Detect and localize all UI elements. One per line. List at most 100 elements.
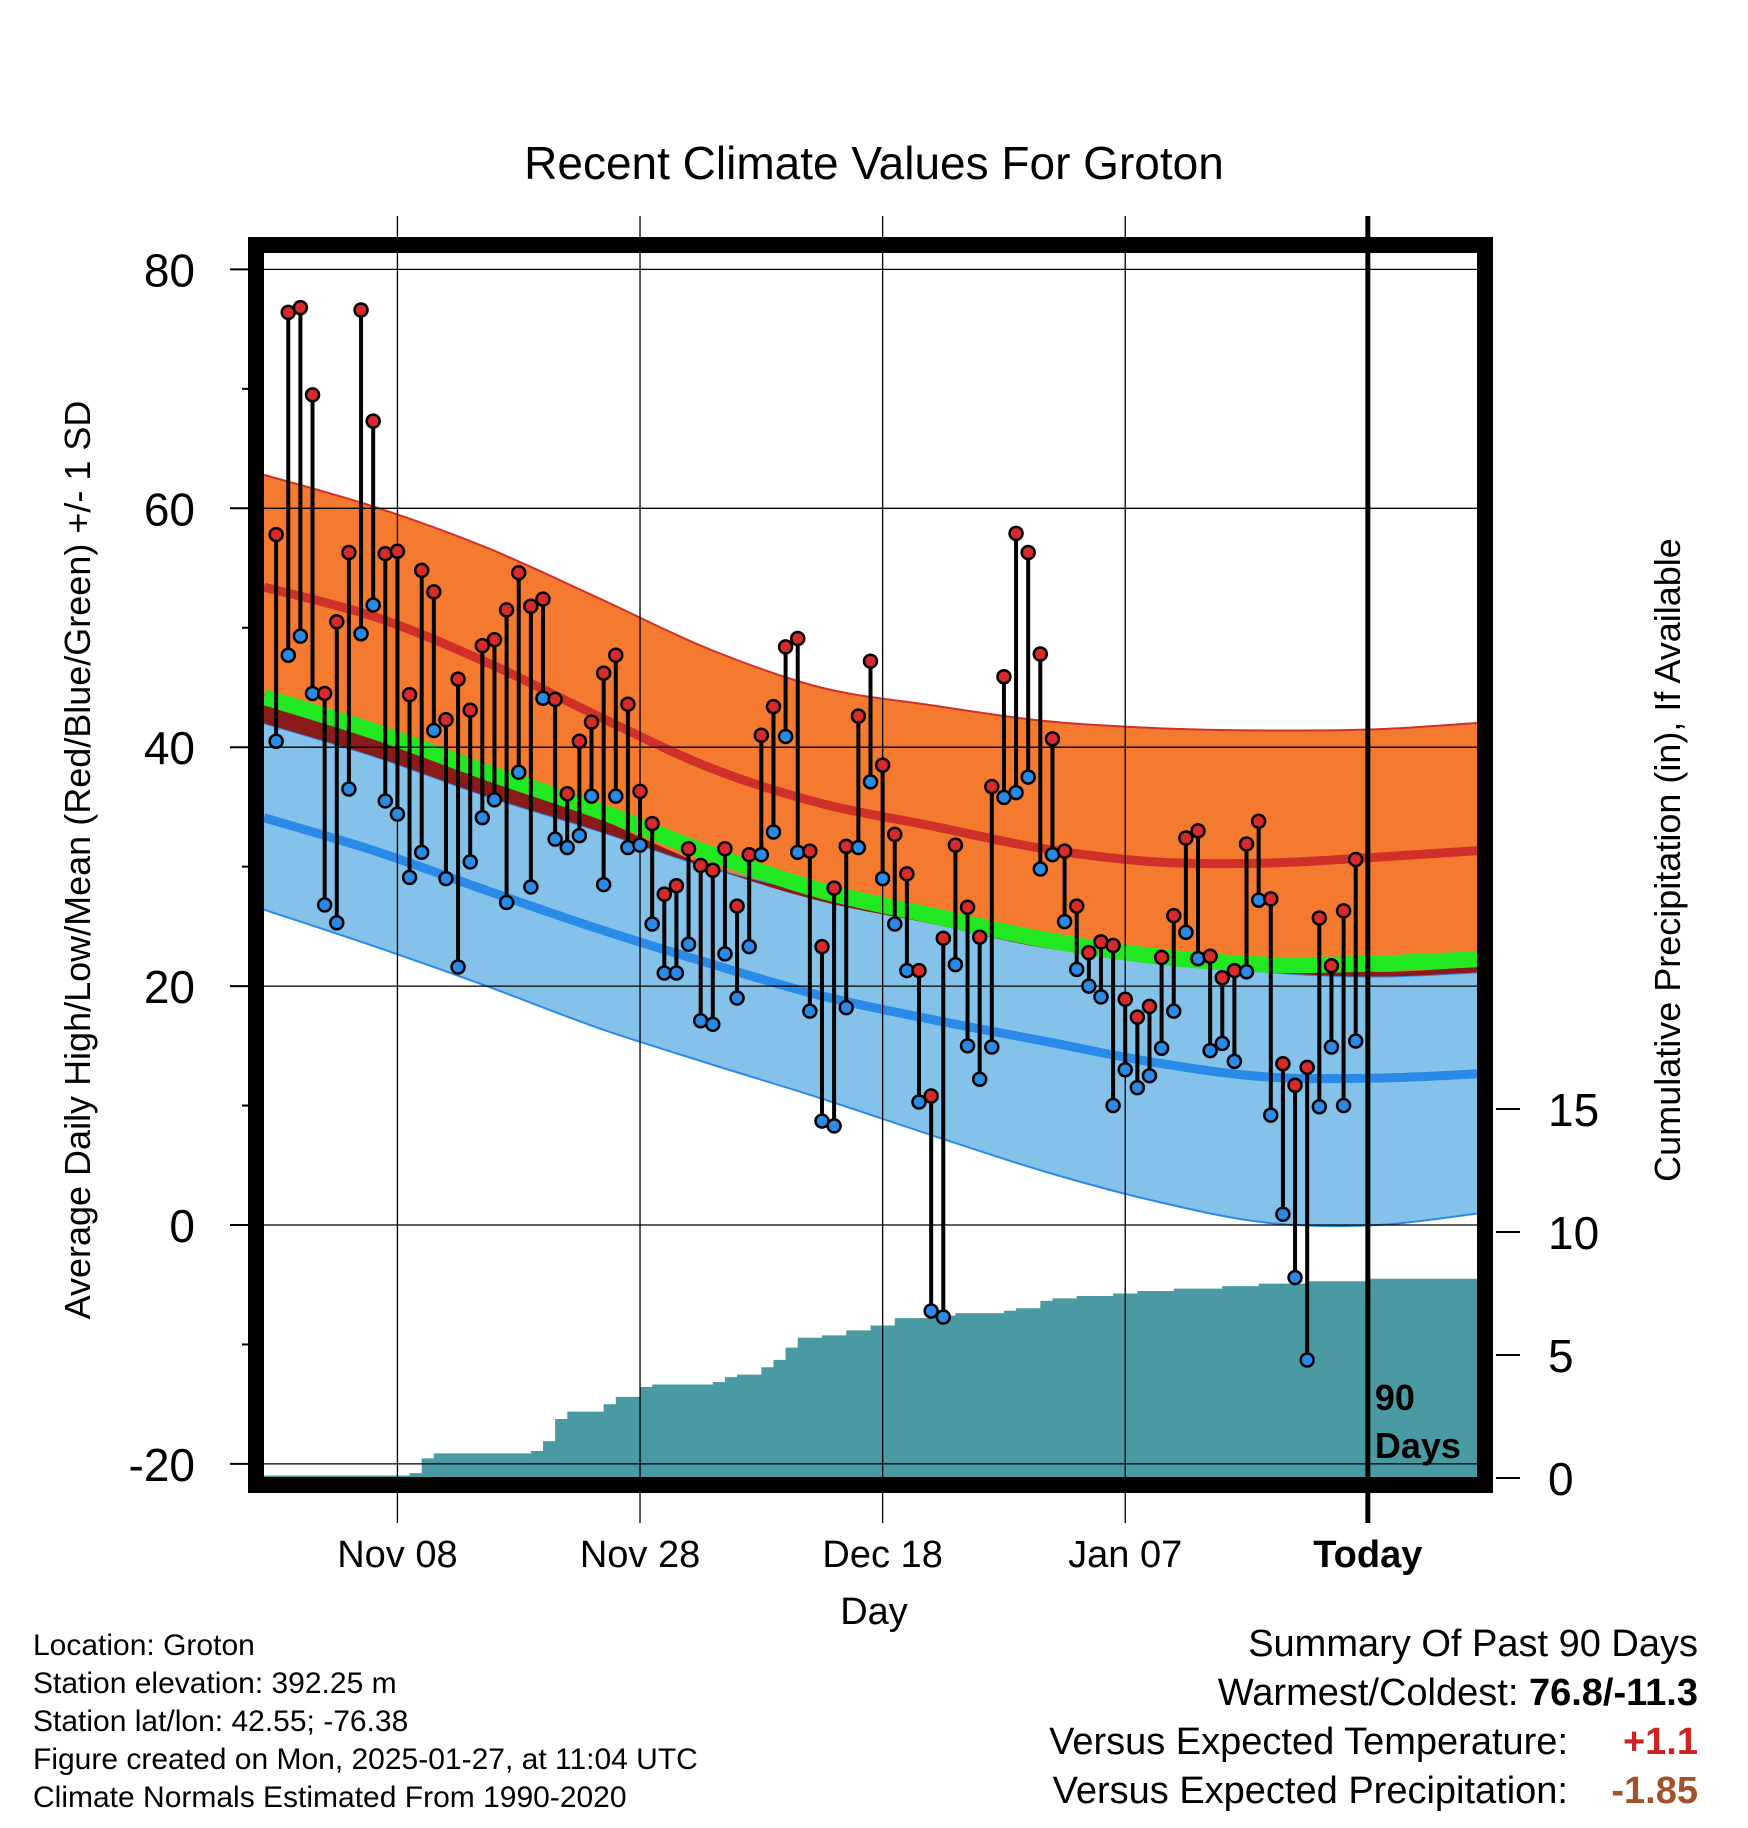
daily-high-point — [595, 665, 612, 681]
daily-low-point — [1068, 961, 1085, 978]
daily-low-point — [268, 733, 284, 749]
daily-high-point — [1153, 949, 1170, 966]
y2-tick-label: 10 — [1548, 1207, 1599, 1259]
daily-high-point — [1238, 836, 1255, 852]
daily-high-point — [1287, 1077, 1303, 1093]
x-tick-label: Nov 28 — [580, 1534, 700, 1576]
y-tick-label: 0 — [169, 1200, 195, 1252]
daily-high-point — [292, 299, 309, 316]
daily-high-point — [1311, 910, 1328, 926]
daily-high-point — [1275, 1055, 1291, 1072]
daily-low-point — [608, 788, 624, 804]
daily-low-point — [559, 839, 575, 856]
daily-high-point — [1117, 991, 1133, 1007]
daily-high-point — [523, 598, 539, 614]
daily-low-point — [1081, 978, 1097, 994]
daily-high-point — [814, 938, 830, 955]
daily-high-point — [789, 630, 806, 647]
daily-high-point — [850, 708, 867, 724]
daily-low-point — [571, 827, 588, 844]
daily-low-point — [765, 824, 782, 840]
warm-cold-label: Warmest/Coldest: — [1217, 1672, 1519, 1714]
daily-high-point — [450, 671, 466, 687]
daily-high-point — [608, 647, 624, 663]
plot-frame — [248, 237, 1493, 1493]
daily-low-point — [353, 625, 369, 642]
daily-high-point — [1263, 891, 1279, 907]
plot-area: 90 Days -20 0 20 40 60 80 0 5 10 15 Nov 08 Nov 28 Dec … — [129, 216, 1599, 1576]
daily-high-point — [777, 639, 794, 655]
daily-high-point — [826, 880, 842, 896]
x-tick-label: Today — [1313, 1534, 1422, 1576]
daily-low-point — [292, 628, 309, 644]
chart-title: Recent Climate Values For Groton — [524, 137, 1224, 189]
daily-low-point — [705, 1016, 721, 1033]
footer-latlon: Station lat/lon: 42.55; -76.38 — [33, 1705, 409, 1738]
daily-high-point — [1299, 1059, 1315, 1076]
daily-high-point — [1105, 937, 1121, 954]
precip-label: Versus Expected Precipitation: — [1052, 1770, 1568, 1812]
footer-created: Figure created on Mon, 2025-01-27, at 11… — [33, 1743, 698, 1776]
daily-low-point — [341, 781, 357, 797]
daily-high-point — [911, 962, 927, 979]
summary-heading: Summary Of Past 90 Days — [1248, 1623, 1698, 1665]
daily-low-point — [644, 916, 660, 932]
daily-low-point — [1202, 1042, 1218, 1059]
daily-low-point — [1275, 1206, 1291, 1222]
daily-low-point — [1117, 1061, 1133, 1078]
daily-low-point — [595, 876, 612, 893]
daily-low-point — [959, 1038, 976, 1054]
daily-low-point — [1190, 950, 1206, 967]
daily-low-point — [329, 915, 345, 931]
daily-low-point — [1153, 1040, 1170, 1056]
daily-high-point — [341, 544, 357, 561]
daily-low-point — [753, 846, 770, 863]
daily-high-point — [1335, 903, 1352, 919]
daily-low-point — [365, 597, 381, 613]
daily-low-point — [1323, 1039, 1340, 1055]
daily-high-point — [984, 778, 1000, 795]
y-axis-label: Average Daily High/Low/Mean (Red/Blue/Gr… — [57, 401, 98, 1320]
daily-high-point — [753, 727, 770, 744]
x-tick-label: Jan 07 — [1068, 1534, 1182, 1576]
daily-low-point — [316, 897, 333, 913]
daily-high-point — [668, 878, 685, 894]
daily-low-point — [826, 1118, 842, 1134]
daily-high-point — [1166, 907, 1182, 924]
daily-low-point — [680, 936, 697, 953]
daily-low-point — [862, 774, 879, 790]
daily-low-point — [1214, 1035, 1231, 1052]
daily-low-point — [935, 1309, 952, 1325]
today-days-count: 90 — [1375, 1377, 1415, 1418]
summary-warm-cold: Warmest/Coldest: 76.8/-11.3 — [1049, 1669, 1698, 1718]
daily-low-point — [401, 869, 418, 886]
x-tick-label: Dec 18 — [822, 1534, 942, 1576]
daily-high-point — [996, 668, 1012, 685]
normal-high-line — [262, 582, 1490, 869]
daily-low-point — [498, 894, 515, 911]
daily-low-point — [1093, 989, 1109, 1005]
daily-high-point — [1250, 813, 1267, 830]
daily-low-point — [984, 1039, 1000, 1055]
daily-low-point — [850, 839, 867, 856]
daily-low-point — [1141, 1067, 1158, 1084]
footer-elevation: Station elevation: 392.25 m — [33, 1667, 397, 1700]
daily-low-point — [474, 809, 491, 826]
daily-low-point — [802, 1003, 818, 1019]
daily-low-point — [923, 1303, 939, 1319]
daily-low-point — [450, 959, 466, 975]
summary-temp: Versus Expected Temperature: +1.1 — [1049, 1718, 1698, 1767]
normal-low-line — [262, 813, 1490, 1084]
y-tick-label: 60 — [144, 483, 195, 535]
daily-high-point — [583, 714, 600, 730]
daily-high-point — [656, 886, 673, 902]
daily-high-point — [474, 637, 491, 654]
daily-high-point — [353, 302, 369, 318]
daily-low-point — [874, 870, 891, 887]
daily-high-point — [498, 602, 515, 618]
daily-low-point — [1263, 1107, 1279, 1123]
daily-high-point — [1020, 544, 1036, 561]
daily-high-point — [1081, 944, 1097, 961]
precip-area — [264, 1278, 1490, 1478]
